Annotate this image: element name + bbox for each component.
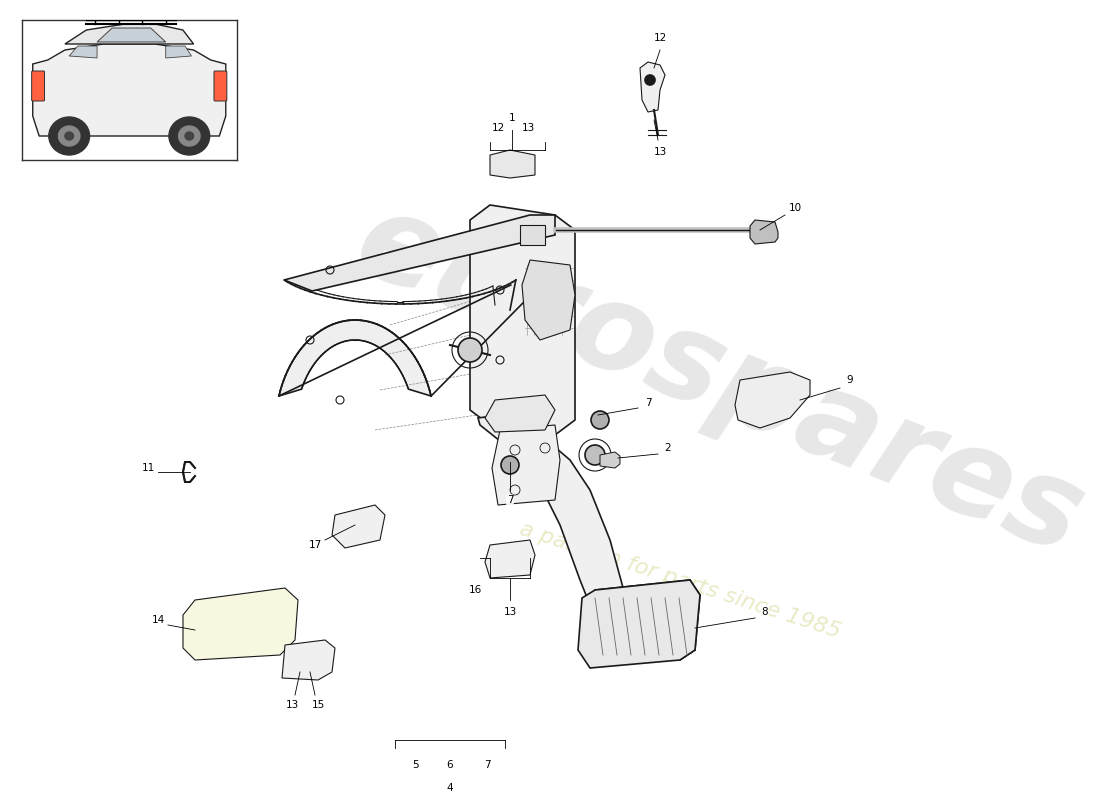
Text: 17: 17 xyxy=(308,540,321,550)
Text: 13: 13 xyxy=(653,147,667,157)
Circle shape xyxy=(185,132,194,140)
Circle shape xyxy=(500,456,519,474)
Circle shape xyxy=(169,117,210,155)
Circle shape xyxy=(645,75,654,85)
Polygon shape xyxy=(183,588,298,660)
Circle shape xyxy=(458,338,482,362)
Text: 7: 7 xyxy=(507,495,514,505)
Text: 7: 7 xyxy=(484,760,491,770)
Polygon shape xyxy=(522,260,575,340)
Polygon shape xyxy=(485,395,556,432)
Polygon shape xyxy=(640,62,666,112)
Text: 10: 10 xyxy=(789,203,802,213)
FancyBboxPatch shape xyxy=(214,71,227,101)
Polygon shape xyxy=(282,640,336,680)
Polygon shape xyxy=(492,425,560,505)
Text: 8: 8 xyxy=(761,607,768,617)
Text: 15: 15 xyxy=(311,700,324,710)
Circle shape xyxy=(65,132,74,140)
Text: 12: 12 xyxy=(492,123,505,133)
Polygon shape xyxy=(65,24,194,44)
Polygon shape xyxy=(490,150,535,178)
Polygon shape xyxy=(33,44,226,136)
Text: 11: 11 xyxy=(142,463,155,473)
Polygon shape xyxy=(600,452,620,468)
Circle shape xyxy=(58,126,80,146)
Polygon shape xyxy=(478,415,630,640)
Circle shape xyxy=(48,117,89,155)
Circle shape xyxy=(591,411,609,429)
Text: 6: 6 xyxy=(447,760,453,770)
Polygon shape xyxy=(470,205,575,435)
Text: 12: 12 xyxy=(653,33,667,43)
Text: 5: 5 xyxy=(411,760,418,770)
Polygon shape xyxy=(97,28,166,42)
Text: a passion for parts since 1985: a passion for parts since 1985 xyxy=(517,518,843,642)
Polygon shape xyxy=(332,505,385,548)
Polygon shape xyxy=(284,215,556,291)
Polygon shape xyxy=(69,46,97,58)
Polygon shape xyxy=(578,580,700,668)
Polygon shape xyxy=(750,220,778,244)
FancyBboxPatch shape xyxy=(32,71,44,101)
Text: 4: 4 xyxy=(447,783,453,793)
Text: 13: 13 xyxy=(285,700,298,710)
Text: 16: 16 xyxy=(469,585,482,595)
Text: 9: 9 xyxy=(847,375,854,385)
Polygon shape xyxy=(279,320,431,396)
Polygon shape xyxy=(735,372,810,428)
Text: eurospares: eurospares xyxy=(340,181,1100,579)
Polygon shape xyxy=(166,46,191,58)
Circle shape xyxy=(585,445,605,465)
Text: 14: 14 xyxy=(152,615,165,625)
Text: 13: 13 xyxy=(521,123,535,133)
Polygon shape xyxy=(485,540,535,578)
Text: 2: 2 xyxy=(664,443,671,453)
Text: 1: 1 xyxy=(508,113,515,123)
Circle shape xyxy=(178,126,200,146)
Polygon shape xyxy=(520,225,544,245)
Text: 13: 13 xyxy=(504,607,517,617)
Text: 7: 7 xyxy=(645,398,651,408)
